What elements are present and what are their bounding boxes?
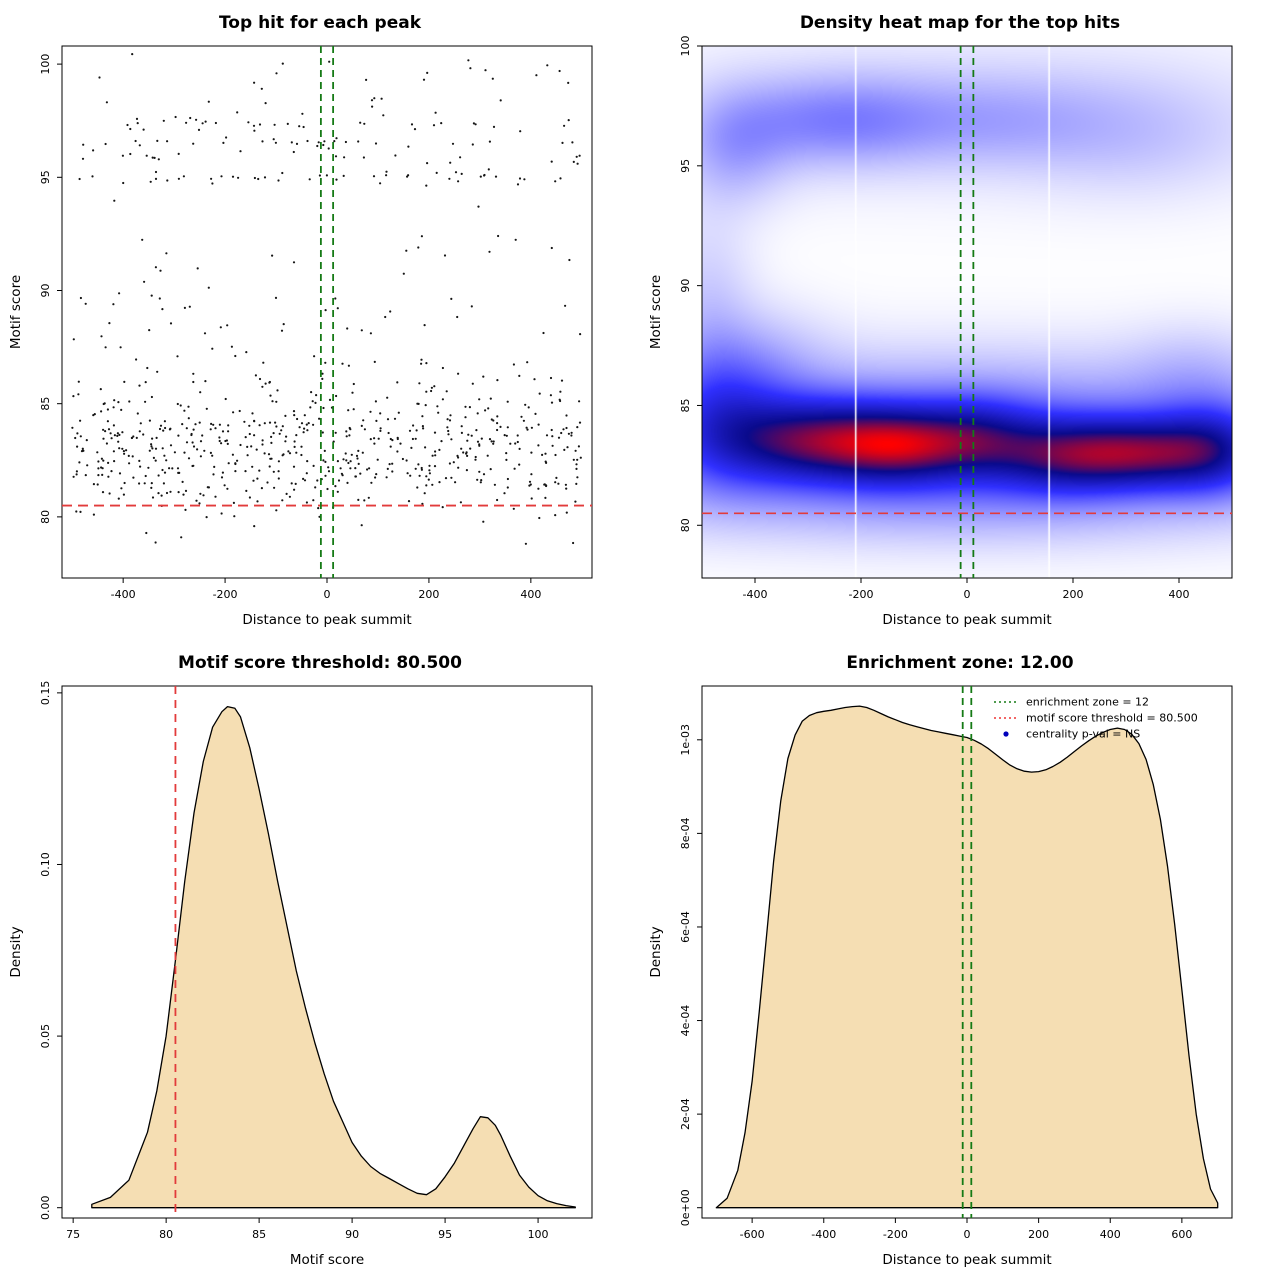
x-tick-label: -600 — [740, 1228, 765, 1241]
x-tick-label: 600 — [1171, 1228, 1192, 1241]
panel-motif-score-density: Motif score threshold: 80.500 75 80 85 90 95… — [0, 640, 640, 1280]
y-axis-title: Motif score — [8, 275, 24, 349]
x-tick-label: 75 — [66, 1228, 80, 1241]
y-axis-title: Density — [648, 926, 664, 977]
x-tick-label: 400 — [1100, 1228, 1121, 1241]
y-axis-title: Motif score — [648, 275, 664, 349]
x-axis-title: Distance to peak summit — [882, 1252, 1051, 1268]
chart-title: Top hit for each peak — [218, 13, 422, 33]
x-tick-label: 0 — [964, 588, 971, 601]
density-curve — [715, 705, 1219, 1209]
y-tick-label: 80 — [39, 510, 52, 524]
chart-title: Density heat map for the top hits — [799, 13, 1121, 33]
x-tick-label: -400 — [811, 1228, 836, 1241]
x-tick-label: 0 — [324, 588, 331, 601]
heatmap-canvas — [702, 46, 1232, 578]
x-tick-label: 85 — [252, 1228, 266, 1241]
panel-density-heatmap: Density heat map for the top hits -400 -2… — [640, 0, 1280, 640]
y-tick-label: 85 — [39, 397, 52, 411]
y-axis-title: Density — [8, 926, 24, 977]
legend: enrichment zone = 12 motif score threshol… — [994, 696, 1198, 741]
y-tick-label: 95 — [679, 159, 692, 173]
legend-sample-point — [1003, 731, 1009, 737]
chart-title: Motif score threshold: 80.500 — [178, 653, 462, 673]
y-tick-label: 90 — [679, 279, 692, 293]
x-tick-label: 80 — [159, 1228, 173, 1241]
y-tick-label: 100 — [679, 36, 692, 57]
plot-box — [701, 45, 1233, 579]
x-tick-label: 0 — [964, 1228, 971, 1241]
y-tick-label: 0.00 — [39, 1195, 52, 1220]
y-tick-label: 80 — [679, 518, 692, 532]
y-tick-label: 0.05 — [39, 1024, 52, 1049]
scatter-plot: -400 -200 0 200 400 80 85 90 95 100 Distance to pe… — [8, 45, 593, 628]
plot-box — [61, 45, 593, 579]
axes: -400 -200 0 200 400 80 85 90 95 100 Distance to pe… — [648, 36, 1233, 628]
x-tick-label: 200 — [418, 588, 439, 601]
panel-top-hit-scatter: Top hit for each peak -400 -200 0 200 400 80 8… — [0, 0, 640, 640]
legend-label: centrality p-val = NS — [1026, 728, 1140, 741]
y-tick-label: 95 — [39, 170, 52, 184]
axes: 75 80 85 90 95 100 0.00 0.05 0.10 0.15 Motif score… — [8, 681, 593, 1268]
legend-label: enrichment zone = 12 — [1026, 696, 1149, 709]
x-tick-label: -400 — [743, 588, 768, 601]
x-tick-label: 400 — [1169, 588, 1190, 601]
y-tick-label: 100 — [39, 54, 52, 75]
y-tick-label: 0.10 — [39, 852, 52, 877]
y-tick-label: 0e+00 — [679, 1189, 692, 1226]
y-tick-label: 1e-03 — [679, 724, 692, 756]
y-tick-label: 0.15 — [39, 681, 52, 706]
x-tick-label: 400 — [520, 588, 541, 601]
plot-box — [61, 685, 593, 1219]
x-tick-label: -200 — [213, 588, 238, 601]
x-tick-label: 200 — [1063, 588, 1084, 601]
chart-title: Enrichment zone: 12.00 — [846, 653, 1074, 673]
y-tick-label: 85 — [679, 398, 692, 412]
legend-label: motif score threshold = 80.500 — [1026, 712, 1198, 725]
x-axis-title: Distance to peak summit — [242, 612, 411, 628]
x-axis-title: Motif score — [290, 1252, 364, 1268]
density-plot-summit-distance: -600 -400 -200 0 200 400 600 0e+00 2e-04 4e-04 6e-… — [648, 685, 1233, 1268]
x-tick-label: 100 — [528, 1228, 549, 1241]
x-tick-label: 95 — [438, 1228, 452, 1241]
y-tick-label: 4e-04 — [679, 1005, 692, 1037]
x-tick-label: 90 — [345, 1228, 359, 1241]
x-tick-label: -200 — [883, 1228, 908, 1241]
y-tick-label: 2e-04 — [679, 1098, 692, 1130]
axes: -600 -400 -200 0 200 400 600 0e+00 2e-04 4e-04 6e-… — [648, 685, 1233, 1268]
x-axis-title: Distance to peak summit — [882, 612, 1051, 628]
density-plot-motif-score: 75 80 85 90 95 100 0.00 0.05 0.10 0.15 Motif score… — [8, 681, 593, 1268]
density-curve — [91, 705, 576, 1209]
heatmap-plot: -400 -200 0 200 400 80 85 90 95 100 Distance to pe… — [648, 36, 1233, 628]
y-tick-label: 90 — [39, 283, 52, 297]
x-tick-label: -400 — [111, 588, 136, 601]
x-tick-label: -200 — [849, 588, 874, 601]
panel-summit-distance-density: Enrichment zone: 12.00 -600 -400 -200 0 200 4… — [640, 640, 1280, 1280]
axes: -400 -200 0 200 400 80 85 90 95 100 Distance to pe… — [8, 45, 593, 628]
y-tick-label: 6e-04 — [679, 911, 692, 943]
x-tick-label: 200 — [1028, 1228, 1049, 1241]
y-tick-label: 8e-04 — [679, 818, 692, 850]
scatter-points — [71, 53, 582, 545]
